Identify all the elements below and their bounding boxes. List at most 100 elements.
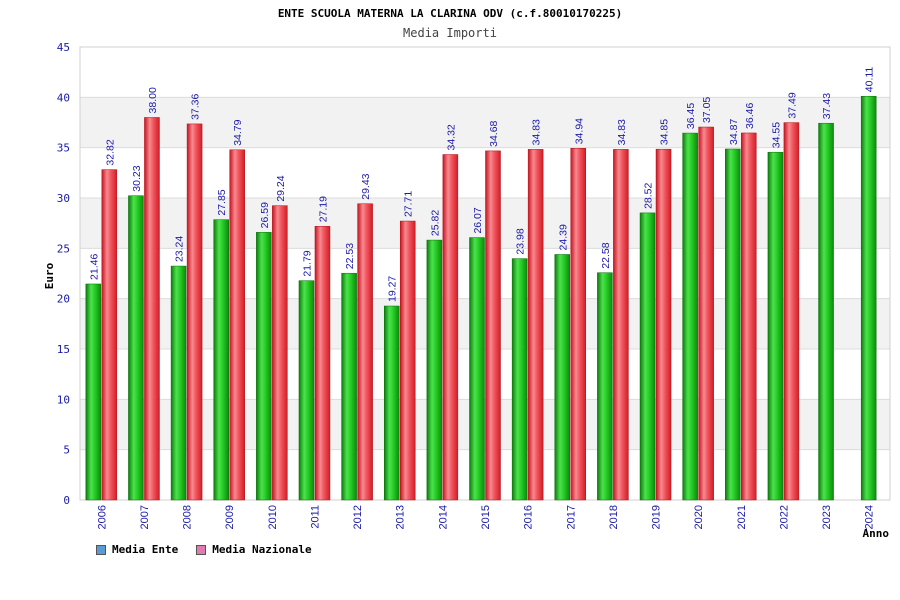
legend: Media Ente Media Nazionale <box>96 543 312 556</box>
bar-media-ente <box>597 272 613 501</box>
bar-media-nazionale <box>527 149 544 501</box>
bar-value-label: 34.87 <box>728 119 740 145</box>
legend-swatch-media-nazionale <box>196 544 207 555</box>
bar-value-label: 25.82 <box>429 210 441 236</box>
bar-value-label: 34.83 <box>616 119 628 145</box>
x-axis-label: Anno <box>863 527 890 540</box>
chart-title: ENTE SCUOLA MATERNA LA CLARINA ODV (c.f.… <box>278 7 622 20</box>
bar-value-label: 21.46 <box>88 254 100 280</box>
y-tick-label: 10 <box>57 393 70 406</box>
bar-value-label: 37.43 <box>821 93 833 119</box>
bar-media-nazionale <box>570 148 587 501</box>
legend-swatch-media-ente <box>96 544 106 555</box>
bar-value-label: 36.45 <box>685 103 697 129</box>
bar-media-ente <box>426 239 443 501</box>
bar-media-ente <box>469 237 485 501</box>
bar-media-ente <box>682 132 698 501</box>
bar-value-label: 29.24 <box>275 175 287 201</box>
x-tick-label: 2016 <box>523 505 535 529</box>
bar-media-nazionale <box>314 226 331 501</box>
bar-value-label: 34.32 <box>445 124 457 150</box>
x-tick-label: 2012 <box>352 505 364 529</box>
bar-value-label: 34.83 <box>531 119 543 145</box>
legend-label-media-nazionale: Media Nazionale <box>212 543 312 556</box>
bar-media-nazionale <box>442 154 459 501</box>
bar-media-nazionale <box>229 149 245 501</box>
bar-media-ente <box>213 219 229 501</box>
bar-media-nazionale <box>783 122 800 501</box>
y-tick-label: 30 <box>57 192 70 205</box>
bar-value-label: 26.07 <box>472 207 484 233</box>
legend-item-media-ente: Media Ente <box>96 543 178 556</box>
bar-media-ente <box>725 148 741 501</box>
legend-item-media-nazionale: Media Nazionale <box>196 543 312 556</box>
x-tick-label: 2015 <box>480 505 492 529</box>
x-tick-label: 2020 <box>693 505 705 529</box>
x-tick-label: 2009 <box>224 505 236 529</box>
x-axis-ticks: 2006 2007 2008 2009 2010 2011 2012 2013 2014 2015… <box>96 505 875 529</box>
bar-media-ente <box>639 212 656 501</box>
bar-value-label: 24.39 <box>557 224 569 250</box>
bar-media-nazionale <box>186 123 203 501</box>
bar-value-label: 38.00 <box>147 87 159 113</box>
bar-media-nazionale <box>101 169 118 501</box>
legend-label-media-ente: Media Ente <box>112 543 179 556</box>
y-tick-label: 35 <box>57 142 70 155</box>
bar-value-label: 21.79 <box>301 250 313 276</box>
bar-media-ente <box>860 95 877 501</box>
bar-value-label: 34.79 <box>232 119 244 145</box>
bar-value-label: 27.19 <box>317 196 329 222</box>
bar-media-ente <box>341 272 357 501</box>
bar-media-ente <box>767 151 784 501</box>
bar-media-nazionale <box>485 150 501 501</box>
plot-frame <box>79 46 891 501</box>
bar-media-nazionale <box>655 148 672 501</box>
bar-media-ente <box>383 305 400 501</box>
x-tick-label: 2008 <box>182 505 194 529</box>
bar-media-ente <box>554 254 571 501</box>
bar-value-label: 34.85 <box>659 119 671 145</box>
bar-value-label: 37.49 <box>786 92 798 118</box>
x-tick-label: 2014 <box>437 505 449 529</box>
y-axis-label: Euro <box>43 262 56 289</box>
bar-media-nazionale <box>144 117 160 501</box>
bar-value-label: 37.36 <box>190 93 202 119</box>
bar-value-label: 34.68 <box>488 120 500 146</box>
x-tick-label: 2010 <box>267 505 279 529</box>
bar-media-nazionale <box>272 205 288 501</box>
x-tick-label: 2006 <box>96 505 108 529</box>
y-tick-label: 40 <box>57 91 70 104</box>
y-tick-label: 0 <box>63 494 70 507</box>
chart-subtitle: Media Importi <box>403 26 497 40</box>
bar-value-label: 34.94 <box>573 118 585 144</box>
bar-media-nazionale <box>613 149 629 501</box>
y-tick-label: 20 <box>57 293 70 306</box>
bar-value-label: 36.46 <box>744 103 756 129</box>
x-tick-label: 2022 <box>778 505 790 529</box>
x-tick-label: 2018 <box>608 505 620 529</box>
bar-value-label: 40.11 <box>864 67 876 93</box>
bar-value-label: 27.85 <box>216 189 228 215</box>
x-tick-label: 2013 <box>395 505 407 529</box>
y-axis-ticks: 0 5 10 15 20 25 30 35 40 45 <box>57 41 70 507</box>
bar-value-label: 32.82 <box>104 139 116 165</box>
bar-value-label: 29.43 <box>360 173 372 199</box>
x-tick-label: 2024 <box>864 505 876 529</box>
bar-media-nazionale <box>399 220 416 501</box>
bar-media-ente <box>511 258 528 501</box>
bar-value-label: 22.53 <box>344 243 356 269</box>
grid-band <box>80 47 890 98</box>
x-tick-label: 2021 <box>736 505 748 529</box>
y-tick-label: 15 <box>57 343 70 356</box>
bar-value-label: 22.58 <box>600 242 612 268</box>
bar-value-label: 37.05 <box>701 97 713 123</box>
y-tick-label: 45 <box>57 41 70 54</box>
bar-media-nazionale <box>741 132 757 501</box>
bar-media-ente <box>128 195 144 501</box>
bar-value-label: 34.55 <box>770 122 782 148</box>
bar-media-nazionale <box>357 203 373 501</box>
bar-media-ente <box>256 232 272 501</box>
x-tick-label: 2007 <box>139 505 151 529</box>
bar-labels: 21.46 32.82 30.23 38.00 23.24 37.36 27.85 34.79… <box>88 67 875 302</box>
